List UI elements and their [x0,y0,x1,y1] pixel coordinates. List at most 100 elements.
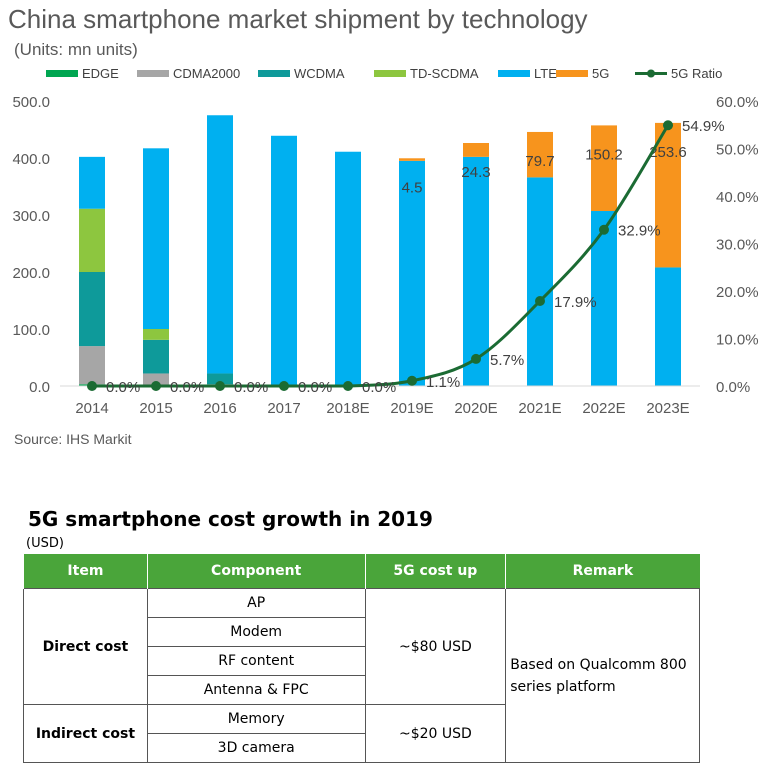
y-tick-label: 300.0 [12,208,50,225]
table-row: Direct cost AP ~$80 USD Based on Qualcom… [23,588,700,763]
y2-tick-label: 10.0% [716,332,759,349]
bar-5g-2021e [527,131,553,178]
x-tick-label: 2019E [390,400,433,417]
legend-label: TD-SCDMA [410,66,479,81]
y-tick-label: 0.0 [29,379,50,396]
point-5g-ratio-2019e [407,375,417,386]
line-value-label: 32.9% [618,223,661,240]
bar-lte-2016 [207,115,233,374]
header-item: Item [23,554,148,589]
bar-td-scdma-2015 [143,329,169,340]
x-tick-label: 2021E [518,400,561,417]
legend-label: 5G Ratio [671,66,722,81]
bar-cdma2000-2015 [143,373,169,385]
legend-label: CDMA2000 [173,66,240,81]
legend-label: 5G [592,66,609,81]
legend-marker-5g-ratio [647,69,655,78]
point-5g-ratio-2015 [151,381,161,391]
point-5g-ratio-2014 [87,381,97,391]
y2-tick-label: 0.0% [716,379,750,396]
table-row: Modem [24,617,700,647]
y-tick-label: 100.0 [12,322,50,339]
component-cell: RF content [146,646,366,676]
y2-tick-label: 60.0% [716,94,759,111]
line-value-label: 0.0% [234,379,268,396]
point-5g-ratio-2023e [663,120,673,131]
line-value-label: 1.1% [426,374,460,391]
y-tick-label: 500.0 [12,94,50,111]
bar-cdma2000-2014 [79,346,105,385]
bar-lte-2017 [271,135,297,386]
bar-lte-2019e [399,160,425,386]
table-row: 3D camera [24,733,700,763]
x-tick-label: 2022E [582,400,625,417]
bar-value-label: 150.2 [585,146,623,163]
chart-title: China smartphone market shipment by tech… [8,4,588,34]
legend-swatch-lte [498,70,530,77]
cost-table: Item Component 5G cost up Remark Direct … [23,554,700,763]
point-5g-ratio-2022e [599,224,609,235]
bar-lte-2014 [79,156,105,209]
legend-label: WCDMA [294,66,345,81]
x-tick-label: 2016 [203,400,236,417]
bar-wcdma-2014 [79,272,105,347]
x-tick-label: 2020E [454,400,497,417]
line-value-label: 0.0% [106,379,140,396]
bar-wcdma-2015 [143,339,169,374]
line-value-label: 5.7% [490,352,524,369]
component-cell: Antenna & FPC [146,675,366,705]
legend-label: EDGE [82,66,119,81]
legend-swatch-cdma2000 [137,70,169,77]
bar-value-label: 253.6 [649,144,687,161]
point-5g-ratio-2020e [471,353,481,364]
y-tick-label: 200.0 [12,265,50,282]
table-row: Indirect cost Memory ~$20 USD [23,704,700,763]
bar-lte-2018e [335,151,361,386]
component-cell: 3D camera [146,733,366,763]
bar-td-scdma-2014 [79,208,105,272]
legend-swatch-wcdma [258,70,290,77]
x-tick-label: 2017 [267,400,300,417]
legend-swatch-5g [556,70,588,77]
component-cell: AP [146,588,366,618]
point-5g-ratio-2017 [279,381,289,391]
x-tick-label: 2014 [75,400,108,417]
header-5g-cost-up: 5G cost up [364,554,506,589]
y2-tick-label: 20.0% [716,284,759,301]
source-note: Source: IHS Markit [14,431,132,447]
bar-lte-2021e [527,177,553,386]
point-5g-ratio-2016 [215,381,225,391]
bar-5g-2022e [591,125,617,212]
indirect-cost-cell: Indirect cost [23,704,148,763]
x-tick-label: 2015 [139,400,172,417]
bar-lte-2015 [143,148,169,329]
point-5g-ratio-2018e [343,381,353,391]
line-value-label: 54.9% [682,118,725,135]
bar-5g-2019e [399,158,425,161]
indirect-cost-value: ~$20 USD [364,704,507,763]
y2-tick-label: 50.0% [716,142,759,159]
line-5g-ratio [92,124,670,388]
bar-wcdma-2016 [207,373,233,385]
direct-cost-cell: Direct cost [23,588,148,705]
bar-value-label: 79.7 [525,153,554,170]
y-tick-label: 400.0 [12,151,50,168]
legend-label: LTE [534,66,557,81]
bar-5g-2023e [655,122,681,268]
remark-cell: Based on Qualcomm 800 series platform [505,588,700,763]
bar-lte-2023e [655,267,681,386]
y2-tick-label: 40.0% [716,189,759,206]
bar-value-label: 4.5 [402,179,423,196]
line-value-label: 0.0% [298,379,332,396]
table-title: 5G smartphone cost growth in 2019 [28,507,433,531]
component-cell: Memory [146,704,366,734]
legend-swatch-td-scdma [374,70,406,77]
bar-lte-2020e [463,156,489,386]
component-cell: Modem [146,617,366,647]
legend-swatch-edge [46,70,78,77]
table-unit: (USD) [26,536,64,551]
x-tick-label: 2023E [646,400,689,417]
line-value-label: 0.0% [170,379,204,396]
y2-tick-label: 30.0% [716,237,759,254]
point-5g-ratio-2021e [535,295,545,306]
